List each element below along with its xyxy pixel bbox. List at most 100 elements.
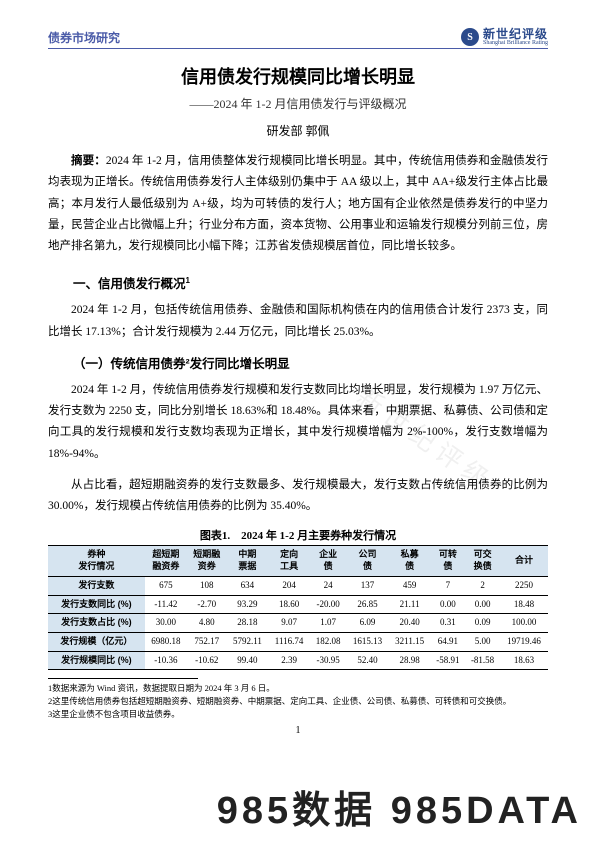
table-col-header: 中期票据 bbox=[226, 546, 268, 576]
table-cell: -81.58 bbox=[465, 651, 500, 670]
doc-subtitle: ——2024 年 1-2 月信用债发行与评级概况 bbox=[48, 95, 548, 112]
table-row: 发行支数占比 (%)30.004.8028.189.071.076.0920.4… bbox=[48, 614, 548, 633]
page-number: 1 bbox=[48, 725, 548, 736]
table-cell: 204 bbox=[268, 576, 309, 595]
table-cell: 9.07 bbox=[268, 614, 309, 633]
section-1-title: 一、信用债发行概况 bbox=[73, 277, 186, 291]
table-cell: 20.40 bbox=[389, 614, 431, 633]
abstract-label: 摘要： bbox=[71, 155, 106, 167]
watermark-bottom: 985数据 985DATA bbox=[217, 779, 582, 834]
table-cell: 675 bbox=[145, 576, 187, 595]
section-1-heading: 一、信用债发行概况1 bbox=[48, 273, 548, 292]
table-cell: 24 bbox=[310, 576, 347, 595]
table-corner-header: 券种发行情况 bbox=[48, 546, 145, 576]
table-cell: 4.80 bbox=[187, 614, 226, 633]
table-cell: 18.60 bbox=[268, 595, 309, 614]
table-row: 发行支数同比 (%)-11.42-2.7093.2918.60-20.0026.… bbox=[48, 595, 548, 614]
subsection-1-heading: （一）传统信用债券²发行同比增长明显 bbox=[48, 353, 548, 372]
brand-block: S 新世纪评级 Shanghai Brilliance Rating bbox=[461, 28, 548, 46]
table-cell: 5.00 bbox=[465, 632, 500, 651]
table-cell: 7 bbox=[431, 576, 466, 595]
table-cell: -2.70 bbox=[187, 595, 226, 614]
table-cell: 108 bbox=[187, 576, 226, 595]
table-cell: 28.98 bbox=[389, 651, 431, 670]
table-cell: 752.17 bbox=[187, 632, 226, 651]
table-col-header: 合计 bbox=[500, 546, 548, 576]
footnote: 1数据来源为 Wind 资讯，数据提取日期为 2024 年 3 月 6 日。 bbox=[48, 682, 548, 695]
table-row: 发行支数67510863420424137459722250 bbox=[48, 576, 548, 595]
table-cell: 2250 bbox=[500, 576, 548, 595]
table-col-header: 超短期融资券 bbox=[145, 546, 187, 576]
table-col-header: 可交换债 bbox=[465, 546, 500, 576]
table-cell: 93.29 bbox=[226, 595, 268, 614]
footnote: 2这里传统信用债券包括超短期融资券、短期融资券、中期票据、定向工具、企业债、公司… bbox=[48, 695, 548, 708]
page: 债券市场研究 S 新世纪评级 Shanghai Brilliance Ratin… bbox=[0, 0, 596, 842]
paragraph-3: 从占比看，超短期融资券的发行支数最多、发行规模最大，发行支数占传统信用债券的比例… bbox=[48, 475, 548, 518]
table-cell: 0.09 bbox=[465, 614, 500, 633]
table-cell: -20.00 bbox=[310, 595, 347, 614]
paragraph-1: 2024 年 1-2 月，包括传统信用债券、金融债和国际机构债在内的信用债合计发… bbox=[48, 300, 548, 343]
table-cell: 459 bbox=[389, 576, 431, 595]
table-col-header: 可转债 bbox=[431, 546, 466, 576]
brand-name-cn: 新世纪评级 bbox=[483, 28, 548, 40]
abstract: 摘要：2024 年 1-2 月，信用债整体发行规模同比增长明显。其中，传统信用债… bbox=[48, 151, 548, 257]
table-row-label: 发行规模（亿元） bbox=[48, 632, 145, 651]
table-cell: 1615.13 bbox=[346, 632, 388, 651]
table-cell: 18.63 bbox=[500, 651, 548, 670]
table-cell: -30.95 bbox=[310, 651, 347, 670]
table-cell: 5792.11 bbox=[226, 632, 268, 651]
brand-name-en: Shanghai Brilliance Rating bbox=[483, 40, 548, 46]
table-cell: -58.91 bbox=[431, 651, 466, 670]
doc-author: 研发部 郭佩 bbox=[48, 122, 548, 139]
table-cell: -11.42 bbox=[145, 595, 187, 614]
table-cell: 0.00 bbox=[465, 595, 500, 614]
table-row: 发行规模（亿元）6980.18752.175792.111116.74182.0… bbox=[48, 632, 548, 651]
table-cell: 26.85 bbox=[346, 595, 388, 614]
paragraph-2: 2024 年 1-2 月，传统信用债券发行规模和发行支数同比均增长明显，发行规模… bbox=[48, 380, 548, 465]
table-cell: -10.36 bbox=[145, 651, 187, 670]
table-cell: 64.91 bbox=[431, 632, 466, 651]
abstract-body: 2024 年 1-2 月，信用债整体发行规模同比增长明显。其中，传统信用债券和金… bbox=[48, 155, 548, 252]
table-cell: 52.40 bbox=[346, 651, 388, 670]
table-row: 发行规模同比 (%)-10.36-10.6299.402.39-30.9552.… bbox=[48, 651, 548, 670]
table-cell: 6.09 bbox=[346, 614, 388, 633]
table-cell: 2.39 bbox=[268, 651, 309, 670]
table-col-header: 定向工具 bbox=[268, 546, 309, 576]
table-cell: 2 bbox=[465, 576, 500, 595]
table-cell: 634 bbox=[226, 576, 268, 595]
table-cell: 18.48 bbox=[500, 595, 548, 614]
table-row-label: 发行支数占比 (%) bbox=[48, 614, 145, 633]
header-bar: 债券市场研究 S 新世纪评级 Shanghai Brilliance Ratin… bbox=[48, 28, 548, 49]
table-cell: 19719.46 bbox=[500, 632, 548, 651]
table-row-label: 发行规模同比 (%) bbox=[48, 651, 145, 670]
table-cell: 1.07 bbox=[310, 614, 347, 633]
brand-text: 新世纪评级 Shanghai Brilliance Rating bbox=[483, 28, 548, 46]
table-cell: 6980.18 bbox=[145, 632, 187, 651]
table-cell: 3211.15 bbox=[389, 632, 431, 651]
table-cell: 99.40 bbox=[226, 651, 268, 670]
brand-logo-icon: S bbox=[461, 28, 479, 46]
doc-title: 信用债发行规模同比增长明显 bbox=[48, 63, 548, 89]
table-col-header: 私募债 bbox=[389, 546, 431, 576]
table-cell: 1116.74 bbox=[268, 632, 309, 651]
table-row-label: 发行支数同比 (%) bbox=[48, 595, 145, 614]
header-category: 债券市场研究 bbox=[48, 29, 120, 46]
table-cell: 0.00 bbox=[431, 595, 466, 614]
table-cell: 21.11 bbox=[389, 595, 431, 614]
table-row-label: 发行支数 bbox=[48, 576, 145, 595]
footnote: 3这里企业债不包含项目收益债券。 bbox=[48, 708, 548, 721]
table-caption: 图表1. 2024 年 1-2 月主要券种发行情况 bbox=[48, 527, 548, 543]
table-cell: -10.62 bbox=[187, 651, 226, 670]
footnote-ref-1: 1 bbox=[186, 276, 190, 285]
table-col-header: 短期融资券 bbox=[187, 546, 226, 576]
table-col-header: 公司债 bbox=[346, 546, 388, 576]
table-cell: 182.08 bbox=[310, 632, 347, 651]
table-cell: 28.18 bbox=[226, 614, 268, 633]
table-cell: 100.00 bbox=[500, 614, 548, 633]
table-cell: 30.00 bbox=[145, 614, 187, 633]
table-col-header: 企业债 bbox=[310, 546, 347, 576]
issuance-table: 券种发行情况超短期融资券短期融资券中期票据定向工具企业债公司债私募债可转债可交换… bbox=[48, 545, 548, 670]
table-cell: 0.31 bbox=[431, 614, 466, 633]
table-cell: 137 bbox=[346, 576, 388, 595]
table-header-row: 券种发行情况超短期融资券短期融资券中期票据定向工具企业债公司债私募债可转债可交换… bbox=[48, 546, 548, 576]
